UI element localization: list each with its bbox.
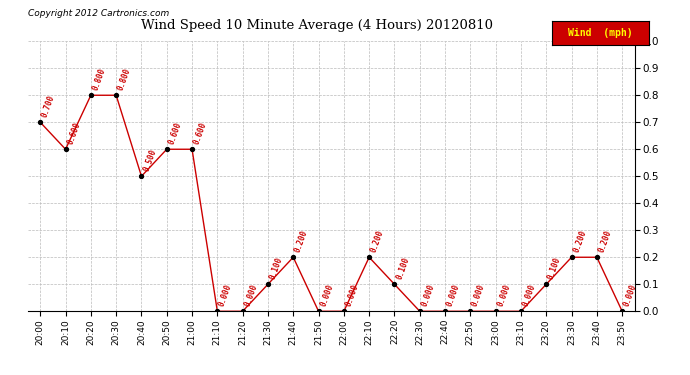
Text: 0.000: 0.000 <box>217 282 234 307</box>
Point <box>591 254 602 260</box>
Text: 0.200: 0.200 <box>369 228 386 253</box>
Point <box>212 308 223 314</box>
Text: 0.500: 0.500 <box>141 147 158 172</box>
Text: 0.000: 0.000 <box>622 282 638 307</box>
Text: 0.000: 0.000 <box>495 282 512 307</box>
Point <box>490 308 501 314</box>
Point <box>566 254 577 260</box>
Point <box>262 281 273 287</box>
Point <box>617 308 628 314</box>
Text: 0.800: 0.800 <box>91 66 107 91</box>
Point <box>541 281 552 287</box>
Text: 0.000: 0.000 <box>445 282 462 307</box>
Point <box>440 308 451 314</box>
Point <box>364 254 375 260</box>
Point <box>86 92 97 98</box>
Point <box>313 308 324 314</box>
Point <box>465 308 476 314</box>
Point <box>161 146 172 152</box>
Text: 0.200: 0.200 <box>293 228 310 253</box>
Text: 0.000: 0.000 <box>420 282 436 307</box>
Text: 0.800: 0.800 <box>116 66 132 91</box>
Point <box>515 308 526 314</box>
Text: 0.200: 0.200 <box>571 228 588 253</box>
Text: Wind Speed 10 Minute Average (4 Hours) 20120810: Wind Speed 10 Minute Average (4 Hours) 2… <box>141 19 493 32</box>
Point <box>60 146 71 152</box>
Point <box>186 146 197 152</box>
Point <box>288 254 299 260</box>
Point <box>136 173 147 179</box>
Text: 0.100: 0.100 <box>268 255 284 280</box>
Text: 0.200: 0.200 <box>597 228 613 253</box>
Point <box>389 281 400 287</box>
Text: 0.700: 0.700 <box>40 93 57 118</box>
Point <box>338 308 349 314</box>
Point <box>34 119 46 125</box>
Point <box>414 308 425 314</box>
Text: 0.000: 0.000 <box>521 282 538 307</box>
Text: 0.600: 0.600 <box>192 120 208 145</box>
Text: 0.100: 0.100 <box>546 255 562 280</box>
Text: 0.100: 0.100 <box>395 255 411 280</box>
Point <box>110 92 121 98</box>
Text: 0.000: 0.000 <box>243 282 259 307</box>
Point <box>237 308 248 314</box>
Text: 0.000: 0.000 <box>471 282 486 307</box>
Text: Wind  (mph): Wind (mph) <box>568 28 633 38</box>
Text: 0.600: 0.600 <box>66 120 82 145</box>
Text: 0.000: 0.000 <box>344 282 360 307</box>
Text: Copyright 2012 Cartronics.com: Copyright 2012 Cartronics.com <box>28 9 169 18</box>
Text: 0.600: 0.600 <box>167 120 183 145</box>
Text: 0.000: 0.000 <box>319 282 335 307</box>
